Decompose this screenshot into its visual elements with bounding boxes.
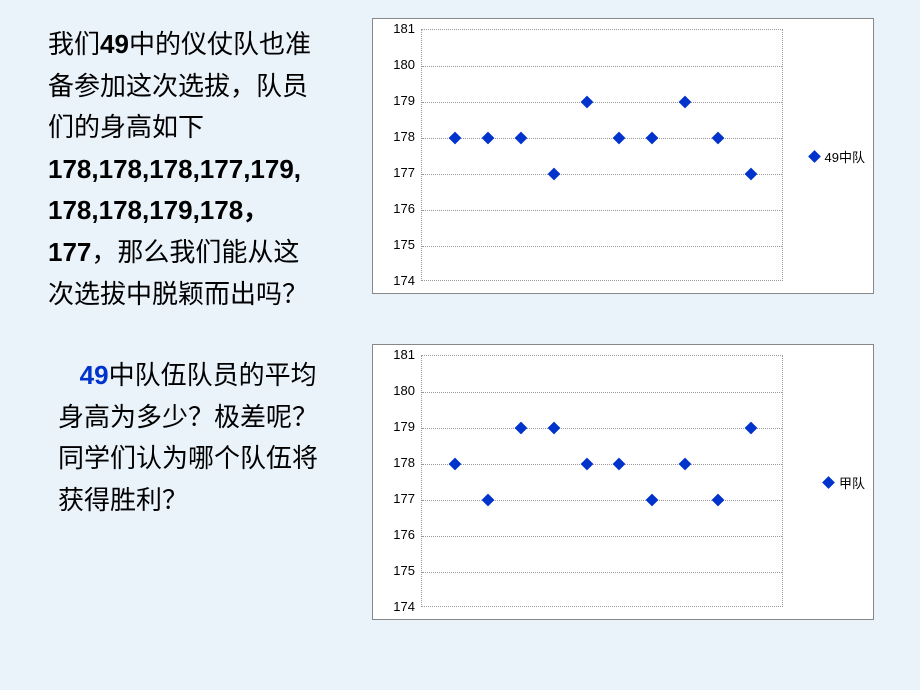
data-point <box>679 96 692 109</box>
gridline <box>422 138 782 139</box>
data-point <box>646 132 659 145</box>
y-axis-label: 180 <box>381 383 415 398</box>
data-point <box>514 132 527 145</box>
t2l1a: 49 <box>80 360 109 390</box>
gridline <box>422 464 782 465</box>
plot-area <box>421 29 783 281</box>
t1l6a: 177 <box>48 237 91 267</box>
data-point <box>481 132 494 145</box>
data-point <box>646 494 659 507</box>
gridline <box>422 246 782 247</box>
gridline <box>422 102 782 103</box>
data-point <box>613 132 626 145</box>
data-point <box>679 458 692 471</box>
y-axis-label: 178 <box>381 455 415 470</box>
t2l1b: 中队伍队员的平均 <box>109 360 317 390</box>
chart-legend: 甲队 <box>824 473 865 492</box>
gridline <box>422 66 782 67</box>
data-point <box>547 422 560 435</box>
t2l3: 同学们认为哪个队伍将 <box>58 443 318 473</box>
t1l1c: 中的仪仗队也准 <box>129 29 311 59</box>
y-axis-label: 175 <box>381 237 415 252</box>
t2l2: 身高为多少？极差呢？ <box>58 402 318 432</box>
data-point <box>712 494 725 507</box>
data-point <box>745 168 758 181</box>
t1l6b: ，那么我们能从这 <box>91 237 299 267</box>
gridline <box>422 500 782 501</box>
t2l4: 获得胜利？ <box>58 485 188 515</box>
t1l7: 次选拔中脱颖而出吗？ <box>48 279 308 309</box>
y-axis-label: 180 <box>381 57 415 72</box>
y-axis-label: 179 <box>381 419 415 434</box>
y-axis-label: 176 <box>381 201 415 216</box>
y-axis-label: 177 <box>381 491 415 506</box>
data-point <box>547 168 560 181</box>
data-point <box>712 132 725 145</box>
y-axis-label: 174 <box>381 599 415 614</box>
y-axis-label: 178 <box>381 129 415 144</box>
y-axis-label: 179 <box>381 93 415 108</box>
y-axis-label: 174 <box>381 273 415 288</box>
y-axis-label: 175 <box>381 563 415 578</box>
scatter-chart-top: 174 175 176 177 178 179 180 181 49中队 <box>372 18 874 294</box>
y-axis-label: 181 <box>381 21 415 36</box>
gridline <box>422 536 782 537</box>
y-axis-label: 177 <box>381 165 415 180</box>
gridline <box>422 572 782 573</box>
legend-marker-icon <box>822 476 835 489</box>
legend-label: 甲队 <box>839 473 865 492</box>
t1l1b: 49 <box>100 29 129 59</box>
t1l5: 178,178,179,178， <box>48 195 269 225</box>
data-point <box>481 494 494 507</box>
t1l1a: 我们 <box>48 29 100 59</box>
y-axis-label: 176 <box>381 527 415 542</box>
scatter-chart-bottom: 174 175 176 177 178 179 180 181 甲队 <box>372 344 874 620</box>
data-point <box>580 458 593 471</box>
data-point <box>580 96 593 109</box>
paragraph-top: 我们49中的仪仗队也准 备参加这次选拔，队员 们的身高如下 178,178,17… <box>48 24 358 315</box>
chart-legend: 49中队 <box>810 147 865 166</box>
gridline <box>422 428 782 429</box>
t1l2: 备参加这次选拔，队员 <box>48 71 308 101</box>
data-point <box>449 458 462 471</box>
paragraph-bottom: 49中队伍队员的平均 身高为多少？极差呢？ 同学们认为哪个队伍将 获得胜利？ <box>58 355 368 521</box>
legend-label: 49中队 <box>825 147 865 166</box>
gridline <box>422 210 782 211</box>
gridline <box>422 392 782 393</box>
gridline <box>422 174 782 175</box>
legend-marker-icon <box>808 150 821 163</box>
y-axis-label: 181 <box>381 347 415 362</box>
t1l3: 们的身高如下 <box>48 112 204 142</box>
t1l4: 178,178,178,177,179, <box>48 154 301 184</box>
plot-area <box>421 355 783 607</box>
data-point <box>449 132 462 145</box>
data-point <box>514 422 527 435</box>
data-point <box>613 458 626 471</box>
data-point <box>745 422 758 435</box>
